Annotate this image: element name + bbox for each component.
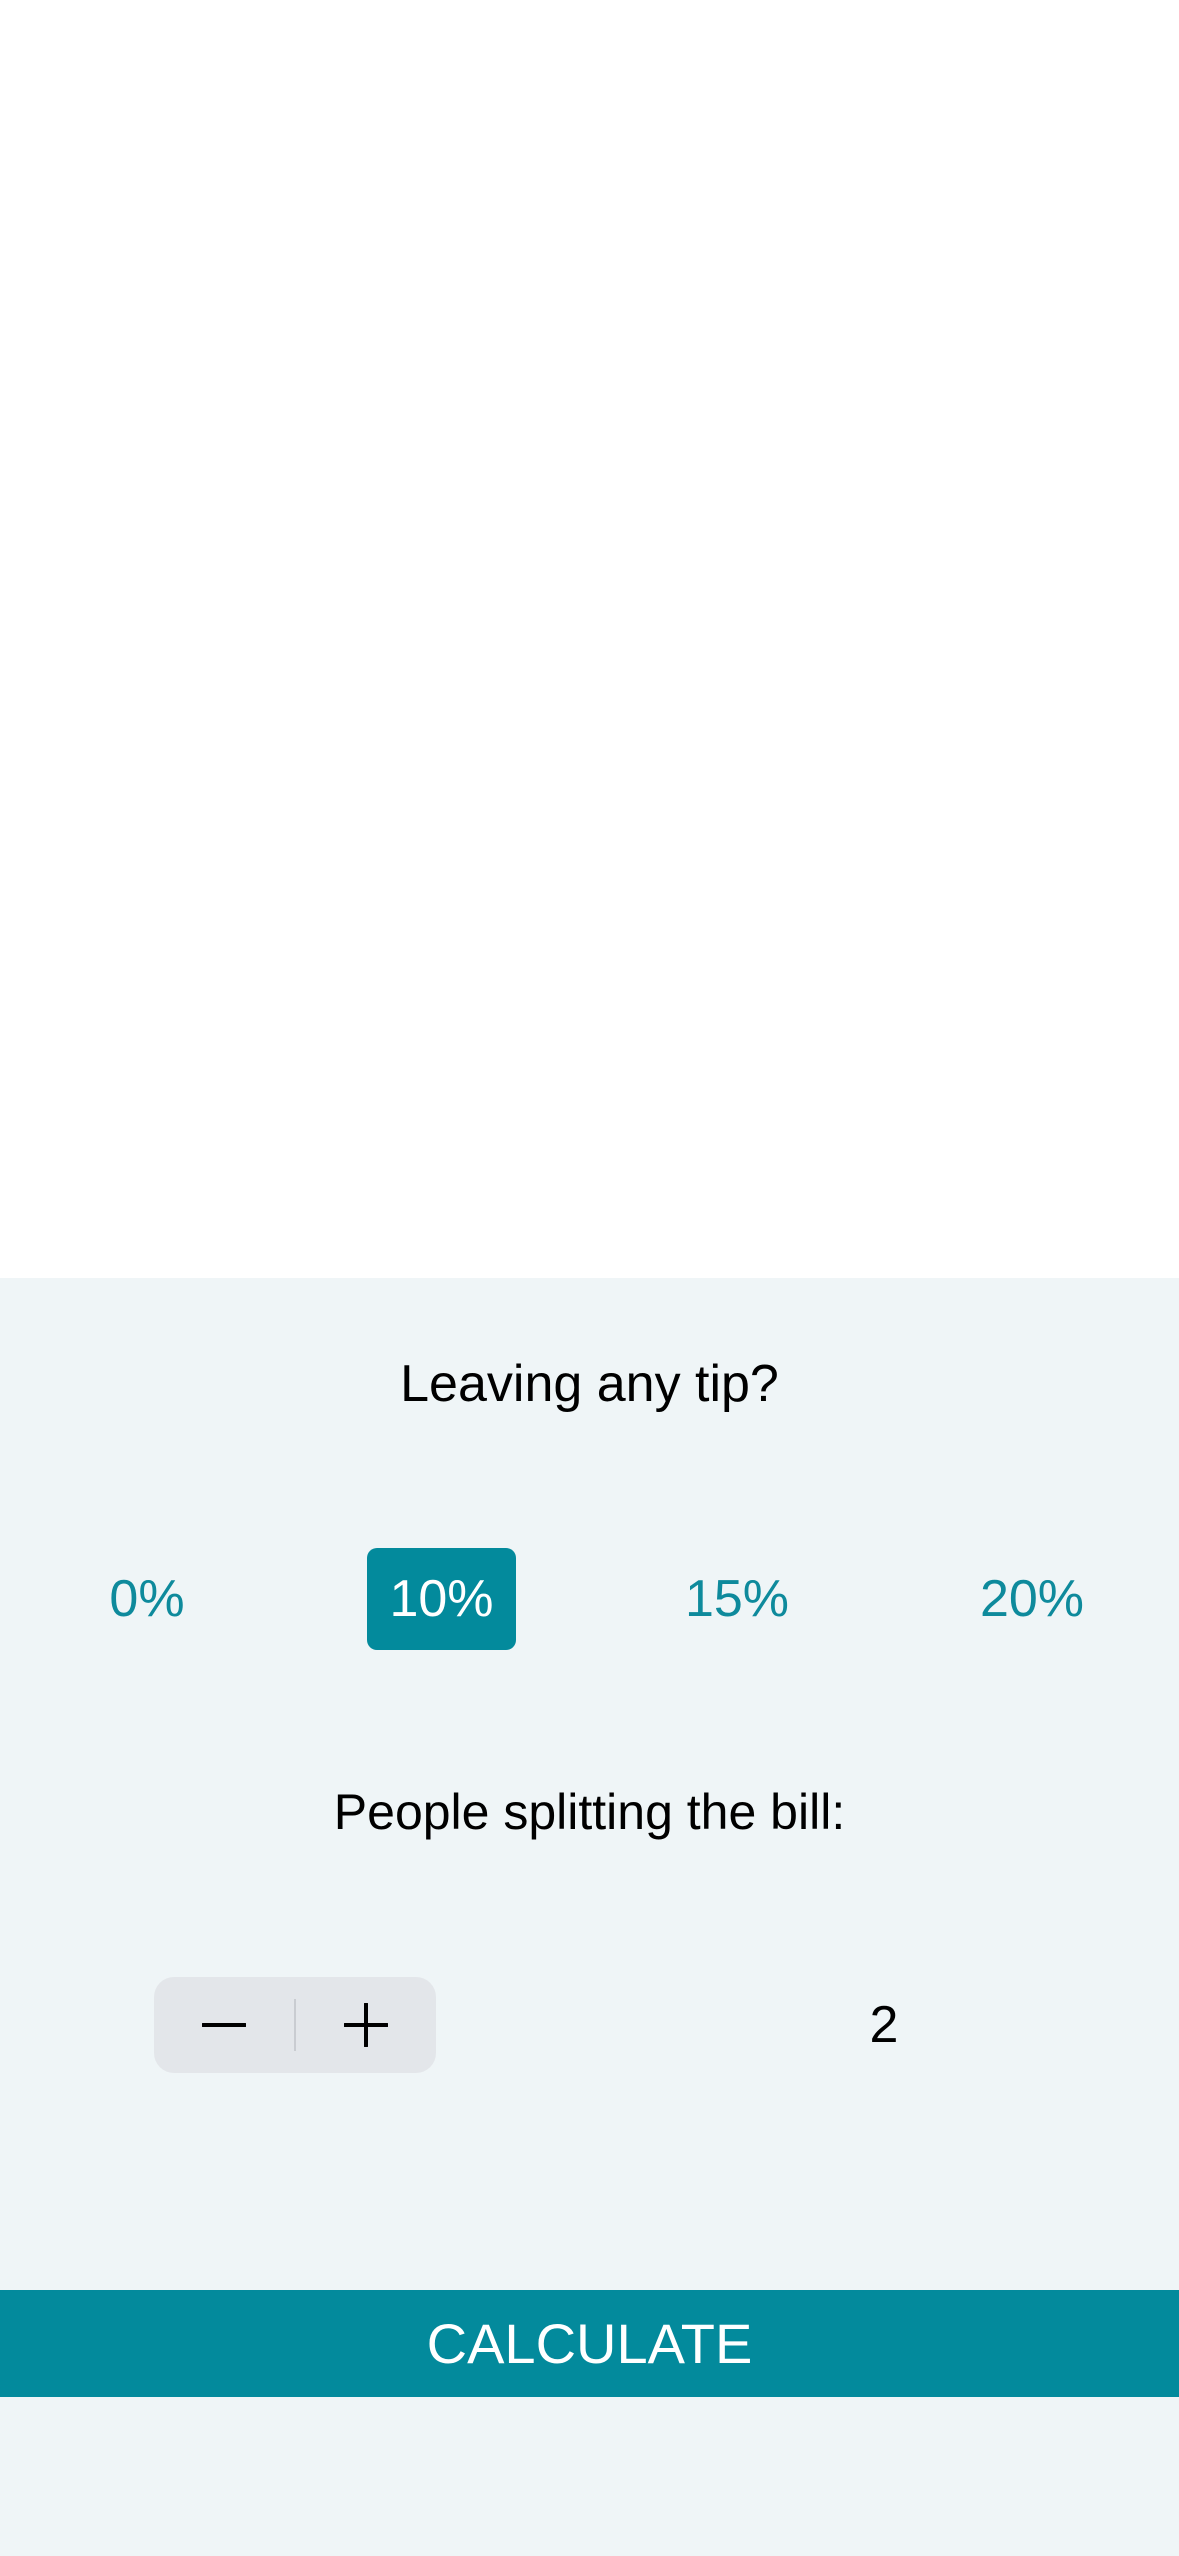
bill-input-area	[0, 0, 1179, 1278]
split-heading: People splitting the bill:	[333, 1784, 846, 1840]
plus-icon	[344, 2003, 388, 2047]
tip-option-15[interactable]: 15%	[684, 1570, 790, 1628]
tip-option-20[interactable]: 20%	[979, 1570, 1085, 1628]
increment-button[interactable]	[296, 1977, 436, 2073]
tip-option-0[interactable]: 0%	[109, 1570, 185, 1628]
minus-icon	[202, 2023, 246, 2027]
decrement-button[interactable]	[154, 1977, 294, 2073]
people-count: 2	[869, 1996, 899, 2054]
calculate-button[interactable]: CALCULATE	[0, 2290, 1179, 2397]
stepper-divider	[294, 1999, 296, 2051]
tip-heading: Leaving any tip?	[400, 1355, 779, 1413]
people-stepper	[154, 1977, 436, 2073]
tip-option-10[interactable]: 10%	[367, 1548, 516, 1650]
